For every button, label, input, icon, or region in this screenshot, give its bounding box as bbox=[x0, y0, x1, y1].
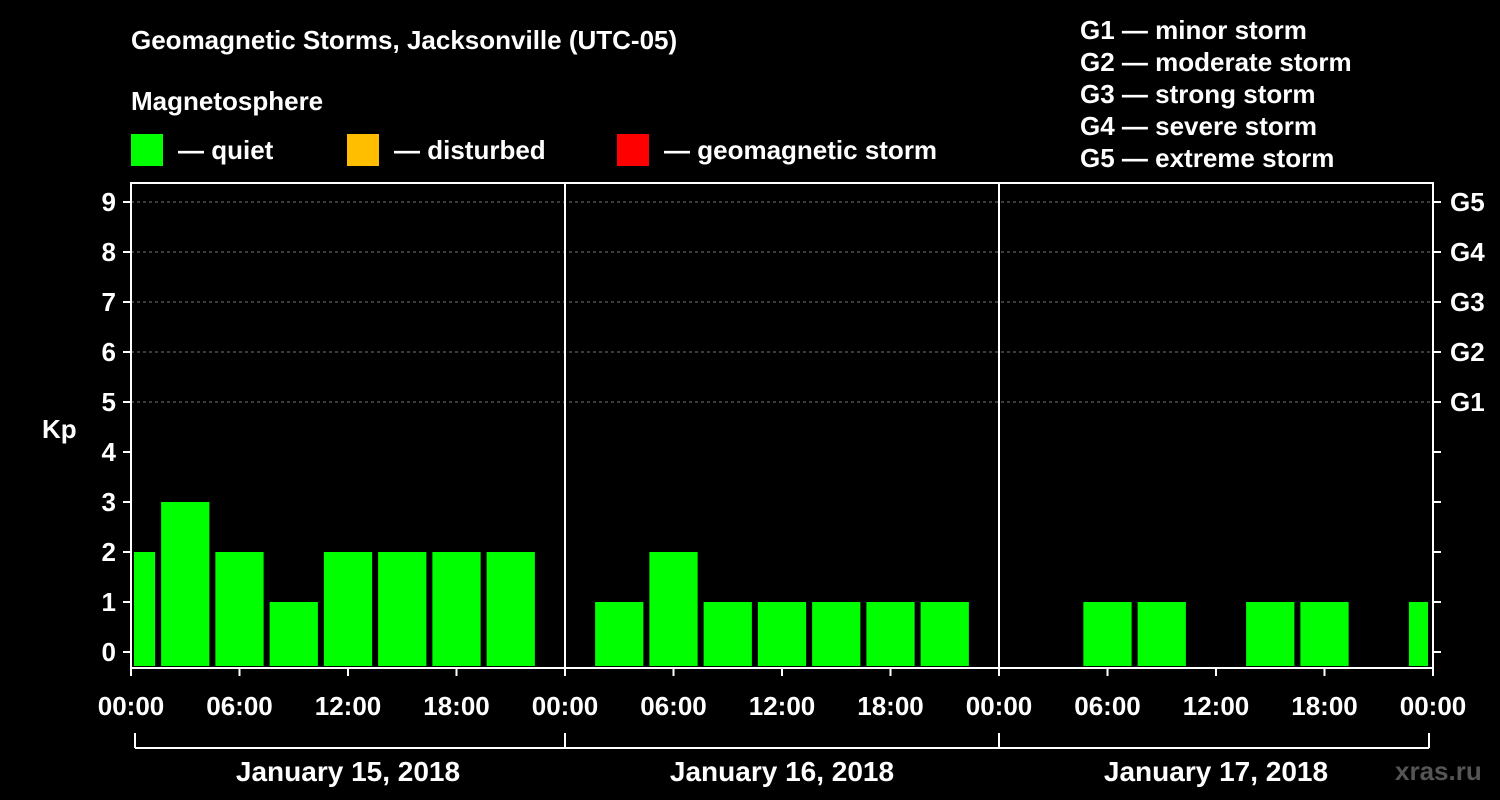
legend-label-quiet: — quiet bbox=[178, 135, 274, 165]
legend-swatch-disturbed bbox=[347, 134, 379, 166]
kp-bar bbox=[269, 602, 318, 666]
kp-bar bbox=[703, 602, 752, 666]
kp-bar bbox=[323, 552, 373, 666]
x-tick-label: 00:00 bbox=[98, 691, 165, 721]
kp-bar bbox=[595, 602, 644, 666]
y-tick-label: 8 bbox=[102, 237, 116, 267]
kp-bar bbox=[378, 552, 427, 666]
grid-layer bbox=[131, 201, 1433, 403]
y-tick-label: 4 bbox=[102, 437, 117, 467]
legend-swatch-quiet bbox=[131, 134, 163, 166]
storm-scale-g4: G4 — severe storm bbox=[1080, 111, 1318, 141]
kp-bar bbox=[1137, 602, 1186, 666]
x-tick-label: 12:00 bbox=[1183, 691, 1250, 721]
kp-bar bbox=[812, 602, 861, 666]
storm-level-label: G5 bbox=[1450, 187, 1485, 217]
legend-label-storm: — geomagnetic storm bbox=[664, 135, 938, 165]
y-tick-label: 7 bbox=[102, 287, 116, 317]
storm-scale-g3: G3 — strong storm bbox=[1080, 79, 1316, 109]
y-tick-label: 6 bbox=[102, 337, 116, 367]
kp-bar bbox=[1083, 602, 1132, 666]
kp-bar bbox=[1408, 602, 1428, 666]
chart-title: Geomagnetic Storms, Jacksonville (UTC-05… bbox=[131, 25, 678, 55]
storm-scale-g2: G2 — moderate storm bbox=[1080, 47, 1352, 77]
watermark: xras.ru bbox=[1395, 756, 1482, 786]
x-tick-label: 00:00 bbox=[1400, 691, 1467, 721]
x-tick-label: 06:00 bbox=[1074, 691, 1141, 721]
storm-level-label: G2 bbox=[1450, 337, 1485, 367]
kp-bar bbox=[486, 552, 535, 666]
storm-level-label: G1 bbox=[1450, 387, 1485, 417]
storm-level-label: G4 bbox=[1450, 237, 1485, 267]
x-tick-label: 18:00 bbox=[1291, 691, 1358, 721]
kp-bar bbox=[757, 602, 807, 666]
y-tick-label: 3 bbox=[102, 487, 116, 517]
x-tick-label: 00:00 bbox=[966, 691, 1033, 721]
y-axis-label: Kp bbox=[42, 414, 77, 444]
kp-bar bbox=[1246, 602, 1295, 666]
x-tick-label: 18:00 bbox=[857, 691, 924, 721]
legend-label-disturbed: — disturbed bbox=[394, 135, 546, 165]
day-label: January 17, 2018 bbox=[1104, 756, 1328, 787]
y-tick-label: 2 bbox=[102, 537, 116, 567]
x-tick-label: 00:00 bbox=[532, 691, 599, 721]
storm-level-label: G3 bbox=[1450, 287, 1485, 317]
storm-scale-g5: G5 — extreme storm bbox=[1080, 143, 1335, 173]
kp-bar bbox=[215, 552, 264, 666]
storm-scale-g1: G1 — minor storm bbox=[1080, 15, 1307, 45]
kp-bar bbox=[161, 502, 210, 666]
y-tick-label: 9 bbox=[102, 187, 116, 217]
y-tick-label: 5 bbox=[102, 387, 116, 417]
bars-layer bbox=[134, 502, 1428, 666]
x-tick-label: 06:00 bbox=[206, 691, 273, 721]
day-label: January 15, 2018 bbox=[236, 756, 460, 787]
day-label: January 16, 2018 bbox=[670, 756, 894, 787]
kp-bar bbox=[920, 602, 969, 666]
chart-subtitle: Magnetosphere bbox=[131, 86, 324, 116]
x-tick-label: 06:00 bbox=[640, 691, 707, 721]
x-tick-label: 12:00 bbox=[315, 691, 382, 721]
axis-labels-layer: 0 1 2 3 4 5 6 7 8 9 G1 G2 G3 G4 G5 00:00 06:00 12:00 18:00… bbox=[98, 187, 1485, 787]
legend-swatch-storm bbox=[617, 134, 649, 166]
kp-bar bbox=[649, 552, 698, 666]
kp-bar bbox=[866, 602, 915, 666]
kp-bar bbox=[134, 552, 156, 666]
y-tick-label: 1 bbox=[102, 587, 116, 617]
kp-bar bbox=[432, 552, 481, 666]
x-tick-label: 12:00 bbox=[749, 691, 816, 721]
kp-bar bbox=[1300, 602, 1349, 666]
frame-layer bbox=[123, 182, 1441, 749]
y-tick-label: 0 bbox=[102, 637, 116, 667]
x-tick-label: 18:00 bbox=[423, 691, 490, 721]
